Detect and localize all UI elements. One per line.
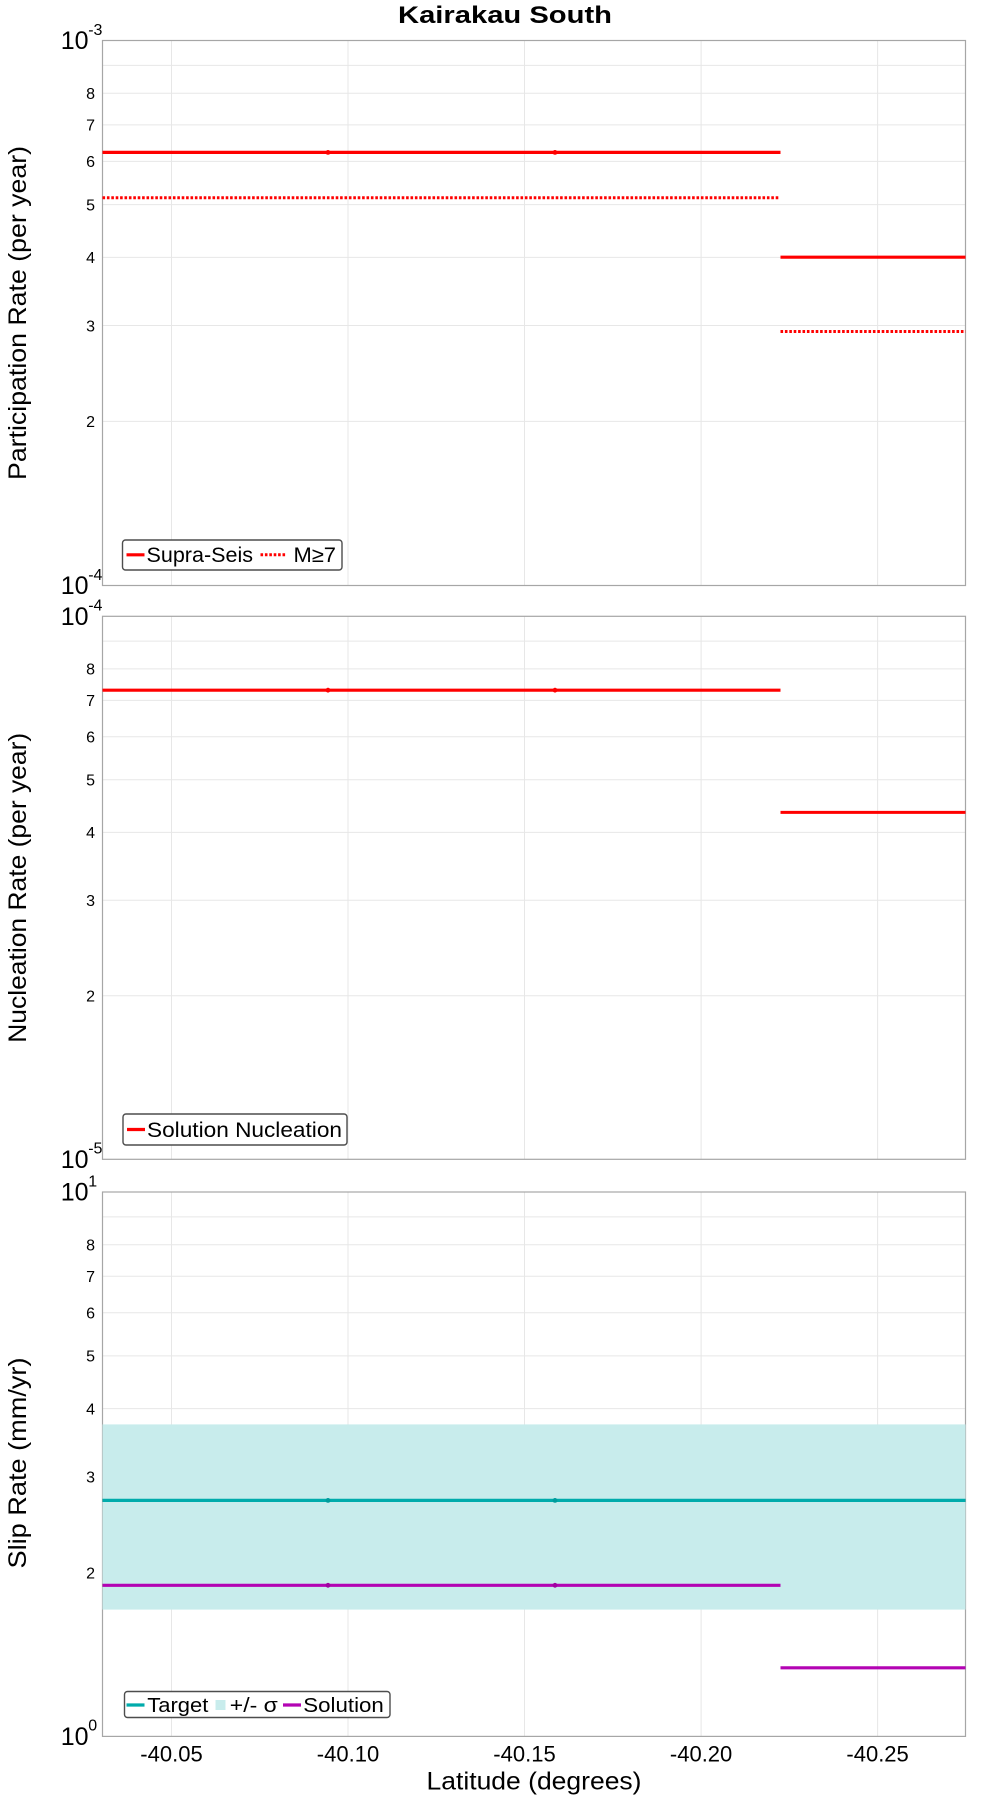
- svg-text:6: 6: [86, 1306, 95, 1323]
- svg-text:+/- σ: +/- σ: [230, 1695, 279, 1717]
- svg-text:-40.25: -40.25: [846, 1742, 908, 1767]
- svg-text:Solution: Solution: [303, 1695, 384, 1717]
- svg-text:2: 2: [86, 989, 95, 1006]
- svg-text:4: 4: [86, 250, 95, 267]
- svg-text:5: 5: [86, 773, 95, 790]
- svg-text:8: 8: [86, 86, 95, 103]
- svg-text:Latitude (degrees): Latitude (degrees): [427, 1768, 642, 1796]
- svg-text:10: 10: [61, 1146, 89, 1174]
- svg-text:4: 4: [86, 1401, 95, 1418]
- svg-text:5: 5: [86, 1349, 95, 1366]
- svg-text:Target: Target: [147, 1695, 208, 1717]
- svg-text:Nucleation Rate (per year): Nucleation Rate (per year): [4, 733, 32, 1043]
- svg-text:10: 10: [61, 27, 89, 55]
- svg-text:-4: -4: [88, 598, 102, 615]
- svg-text:4: 4: [86, 825, 95, 842]
- svg-text:5: 5: [86, 197, 95, 214]
- svg-text:Kairakau South: Kairakau South: [398, 2, 612, 29]
- svg-text:0: 0: [88, 1718, 97, 1735]
- svg-text:Solution Nucleation: Solution Nucleation: [147, 1119, 342, 1142]
- svg-text:-40.05: -40.05: [140, 1742, 202, 1767]
- svg-text:3: 3: [86, 893, 95, 910]
- svg-text:10: 10: [61, 603, 89, 631]
- svg-text:7: 7: [86, 693, 95, 710]
- svg-text:-5: -5: [88, 1141, 102, 1158]
- svg-text:6: 6: [86, 154, 95, 171]
- svg-text:-40.10: -40.10: [317, 1742, 379, 1767]
- svg-text:-4: -4: [88, 567, 102, 584]
- svg-text:10: 10: [61, 572, 89, 600]
- svg-text:Supra-Seis: Supra-Seis: [147, 544, 254, 567]
- svg-text:6: 6: [86, 730, 95, 747]
- svg-text:2: 2: [86, 414, 95, 431]
- svg-text:8: 8: [86, 662, 95, 679]
- svg-text:2: 2: [86, 1565, 95, 1582]
- svg-text:7: 7: [86, 118, 95, 135]
- svg-text:3: 3: [86, 318, 95, 335]
- svg-text:M≥7: M≥7: [294, 544, 337, 567]
- svg-text:Participation Rate (per year): Participation Rate (per year): [4, 146, 32, 480]
- svg-text:-3: -3: [88, 22, 102, 39]
- svg-text:10: 10: [61, 1723, 89, 1751]
- svg-text:3: 3: [86, 1470, 95, 1487]
- svg-text:1: 1: [88, 1173, 97, 1190]
- svg-text:Slip Rate (mm/yr): Slip Rate (mm/yr): [4, 1358, 32, 1569]
- svg-text:7: 7: [86, 1269, 95, 1286]
- svg-text:8: 8: [86, 1238, 95, 1255]
- svg-text:-40.15: -40.15: [493, 1742, 555, 1767]
- svg-text:-40.20: -40.20: [670, 1742, 732, 1767]
- svg-text:10: 10: [61, 1179, 89, 1207]
